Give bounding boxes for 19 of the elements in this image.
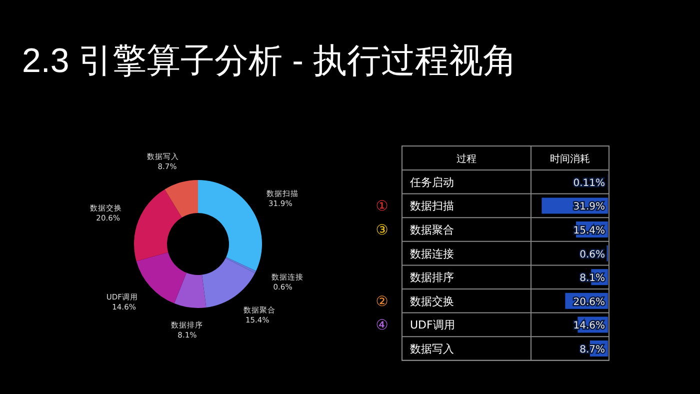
- y-tick-label: 数据排序: [410, 271, 454, 284]
- y-tick-label: 数据交换: [410, 294, 454, 308]
- chart-title: 2.3 引擎算子分析 - 执行过程视角: [22, 42, 517, 80]
- text: ②: [376, 294, 388, 310]
- data-label: 0.6%: [580, 249, 605, 260]
- y-tick-label: 数据扫描: [410, 200, 454, 213]
- y-tick-label: 数据连接: [410, 247, 454, 260]
- y-tick-label: 数据写入: [410, 342, 454, 356]
- y-axis-title: 过程: [456, 153, 476, 165]
- x-axis-title: 时间消耗: [550, 153, 590, 165]
- data-label: 0.11%: [573, 178, 605, 189]
- data-label: 20.6%: [573, 296, 605, 308]
- text: ①: [376, 198, 388, 215]
- text: ③: [376, 222, 388, 238]
- y-tick-label: UDF调用: [410, 318, 455, 332]
- y-tick-label: 数据聚合: [410, 224, 454, 236]
- y-tick-label: 任务启动: [409, 176, 454, 189]
- text: ④: [376, 318, 388, 334]
- data-label: 31.9%: [573, 202, 605, 213]
